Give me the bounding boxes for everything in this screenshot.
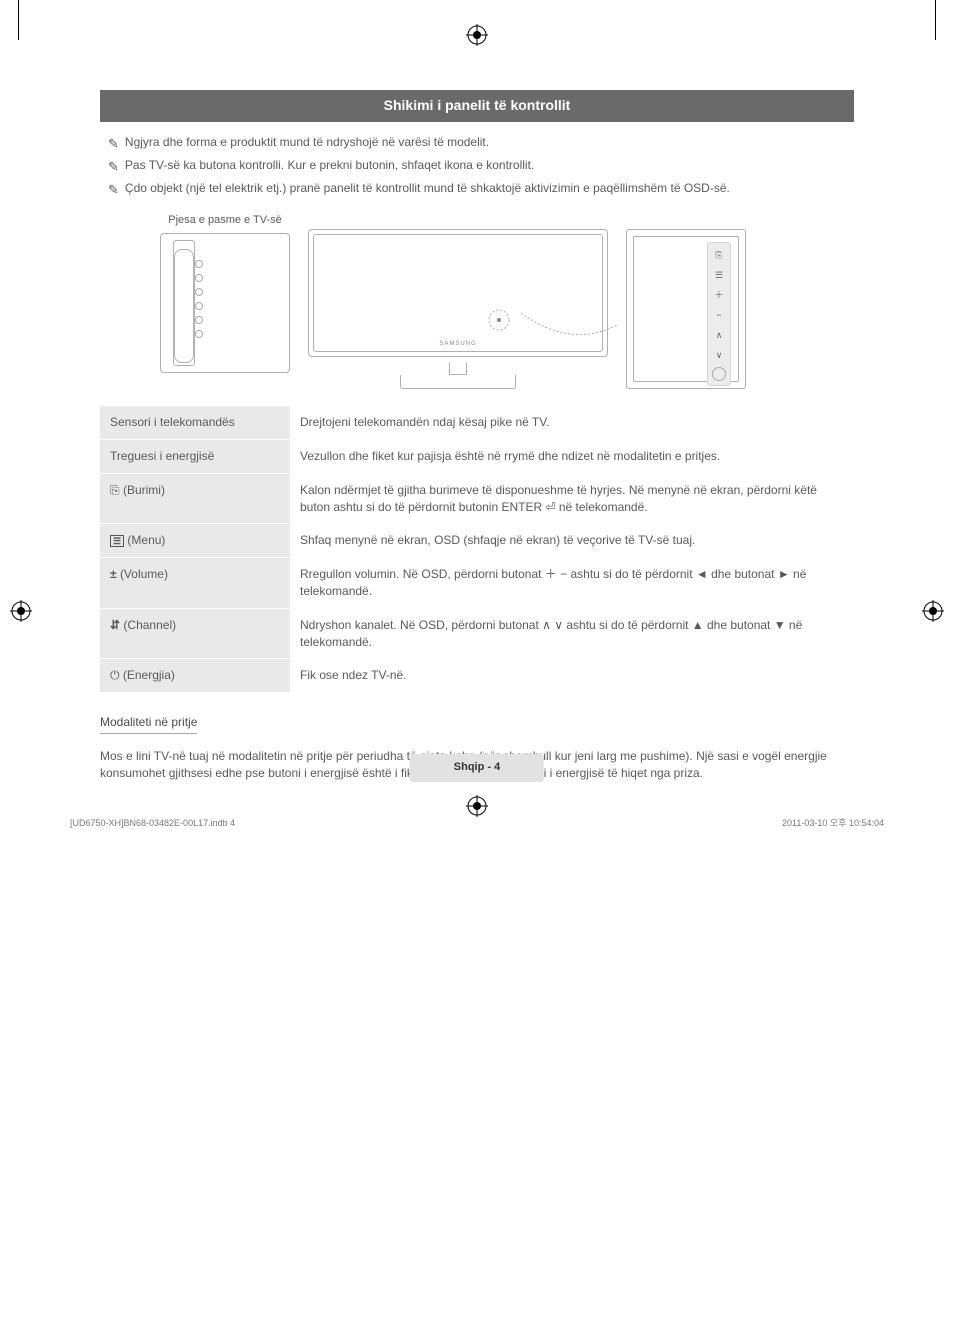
table-row: ⎘ (Burimi) Kalon ndërmjet të gjitha buri…	[100, 473, 854, 524]
standby-title: Modaliteti në pritje	[100, 714, 197, 734]
registration-mark	[466, 24, 488, 51]
callout-line	[521, 305, 621, 350]
source-icon: ⎘	[110, 483, 120, 497]
crop-mark	[935, 0, 936, 40]
note-icon: ✎	[108, 181, 119, 199]
note-icon: ✎	[108, 158, 119, 176]
minus-icon: −	[710, 307, 728, 323]
table-row: ☰ (Menu) Shfaq menynë në ekran, OSD (shf…	[100, 524, 854, 558]
control-desc: Fik ose ndez TV-në.	[290, 659, 854, 692]
logo-text: SAMSUNG	[439, 340, 476, 348]
note-line: ✎ Pas TV-së ka butona kontrolli. Kur e p…	[108, 157, 854, 176]
note-line: ✎ Çdo objekt (një tel elektrik etj.) pra…	[108, 180, 854, 199]
control-panel-buttons: ⎘ ☰ ＋ − ∧ ∨	[707, 242, 731, 386]
illustration-caption: Pjesa e pasme e TV-së	[168, 213, 282, 228]
tv-back-illustration: Pjesa e pasme e TV-së	[160, 213, 290, 372]
table-row: ⇵ (Channel) Ndryshon kanalet. Në OSD, pë…	[100, 608, 854, 659]
control-label: ⎘ (Burimi)	[100, 473, 290, 524]
control-label: ⇵ (Channel)	[100, 608, 290, 659]
control-label: ⏻ (Energjia)	[100, 659, 290, 692]
up-icon: ∧	[710, 327, 728, 343]
control-label: Sensori i telekomandës	[100, 406, 290, 440]
button-strip-illustration: ⎘ ☰ ＋ − ∧ ∨	[626, 229, 746, 389]
control-label: Treguesi i energjisë	[100, 439, 290, 473]
control-desc: Vezullon dhe fiket kur pajisja është në …	[290, 439, 854, 473]
table-row: ⏻ (Energjia) Fik ose ndez TV-në.	[100, 659, 854, 692]
note-text: Pas TV-së ka butona kontrolli. Kur e pre…	[125, 157, 534, 174]
plus-icon: ＋	[710, 287, 728, 303]
control-label: ☰ (Menu)	[100, 524, 290, 558]
note-text: Ngjyra dhe forma e produktit mund të ndr…	[125, 134, 489, 151]
illustration-row: Pjesa e pasme e TV-së SAMSUNG	[160, 213, 854, 389]
section-header-text: Shikimi i panelit të kontrollit	[384, 97, 571, 113]
section-header: Shikimi i panelit të kontrollit	[100, 90, 854, 122]
channel-icon: ⇵	[110, 618, 120, 632]
control-desc: Drejtojeni telekomandën ndaj kësaj pike …	[290, 406, 854, 440]
registration-mark	[922, 600, 944, 627]
menu-icon: ☰	[110, 535, 124, 547]
footer-left: [UD6750-XH]BN68-03482E-00L17.indb 4	[70, 817, 235, 830]
source-icon: ⎘	[710, 247, 728, 263]
footer-right: 2011-03-10 오후 10:54:04	[782, 817, 884, 830]
note-icon: ✎	[108, 135, 119, 153]
page-content: Shikimi i panelit të kontrollit ✎ Ngjyra…	[0, 0, 954, 782]
menu-icon: ☰	[710, 267, 728, 283]
control-desc: Kalon ndërmjet të gjitha burimeve të dis…	[290, 473, 854, 524]
power-icon: ⏻	[110, 668, 120, 682]
note-line: ✎ Ngjyra dhe forma e produktit mund të n…	[108, 134, 854, 153]
down-icon: ∨	[710, 347, 728, 363]
page-number-badge: Shqip - 4	[410, 754, 544, 781]
tv-front-illustration: SAMSUNG	[308, 229, 608, 389]
volume-icon: ±	[110, 567, 117, 581]
control-desc: Ndryshon kanalet. Në OSD, përdorni buton…	[290, 608, 854, 659]
table-row: Treguesi i energjisë Vezullon dhe fiket …	[100, 439, 854, 473]
crop-mark	[18, 0, 19, 40]
note-text: Çdo objekt (një tel elektrik etj.) pranë…	[125, 180, 730, 197]
controls-table: Sensori i telekomandës Drejtojeni teleko…	[100, 405, 854, 692]
document-footer: [UD6750-XH]BN68-03482E-00L17.indb 4 2011…	[0, 817, 954, 830]
table-row: ± (Volume) Rregullon volumin. Në OSD, pë…	[100, 558, 854, 609]
control-desc: Rregullon volumin. Në OSD, përdorni buto…	[290, 558, 854, 609]
registration-mark	[10, 600, 32, 627]
control-desc: Shfaq menynë në ekran, OSD (shfaqje në e…	[290, 524, 854, 558]
power-icon	[712, 367, 726, 381]
control-label: ± (Volume)	[100, 558, 290, 609]
table-row: Sensori i telekomandës Drejtojeni teleko…	[100, 406, 854, 440]
